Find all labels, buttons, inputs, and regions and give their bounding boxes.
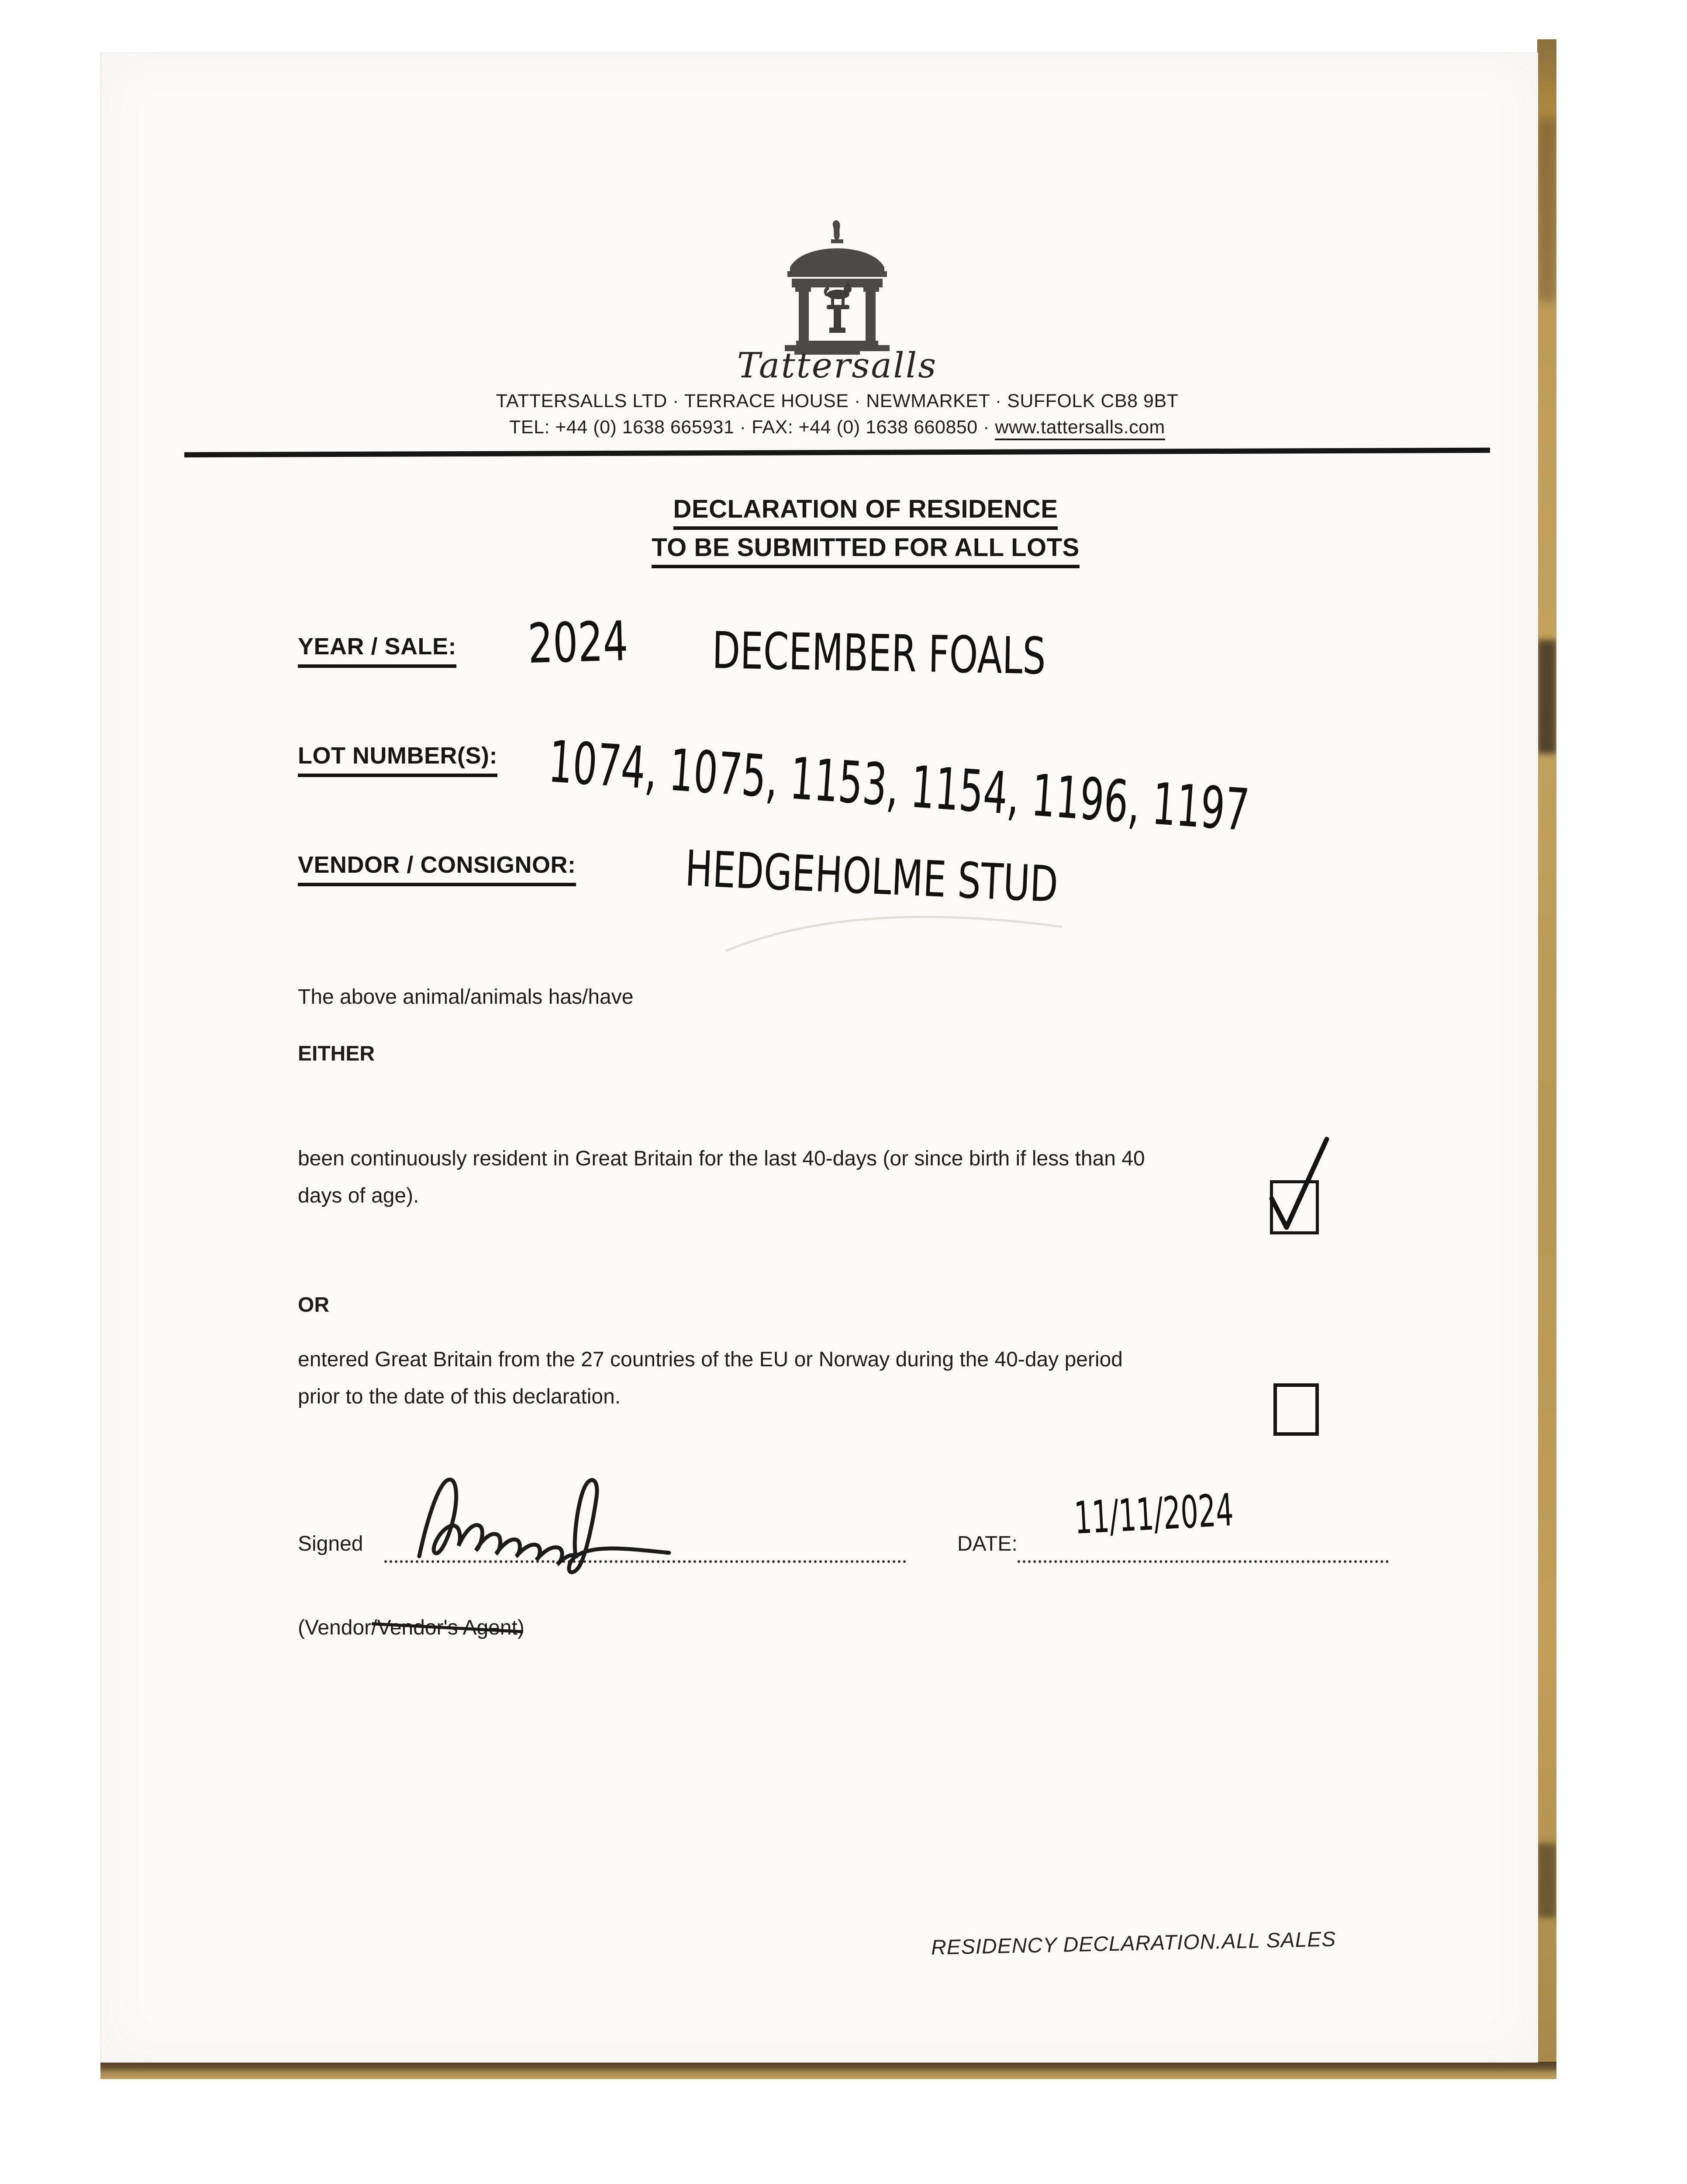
checkmark-icon	[1269, 1137, 1329, 1230]
option1-line1: been continuously resident in Great Brit…	[298, 1147, 1145, 1170]
paper-edge-strip-bottom	[100, 2062, 1556, 2079]
option2-line1: entered Great Britain from the 27 countr…	[298, 1348, 1123, 1371]
signer-note-prefix: (Vendor/	[298, 1616, 377, 1639]
lot-numbers-handwritten-value: 1074, 1075, 1153, 1154, 1196, 1197	[546, 728, 1252, 844]
option2-line2: prior to the date of this declaration.	[298, 1385, 621, 1409]
date-handwritten-value: 11/11/2024	[1073, 1484, 1235, 1545]
header-divider-rule	[184, 447, 1490, 458]
document-title-line1: DECLARATION OF RESIDENCE	[673, 494, 1058, 530]
brand-row: Tattersalls	[119, 345, 1556, 386]
edge-stain	[1537, 118, 1556, 301]
either-label: EITHER	[298, 1042, 375, 1065]
scan-area: Tattersalls TATTERSALLS LTD · TERRACE HO…	[100, 39, 1556, 2079]
residency-declaration-stamp: RESIDENCY DECLARATION.ALL SALES	[931, 1928, 1336, 1959]
document-title-row: DECLARATION OF RESIDENCE	[147, 494, 1584, 530]
paper-crease-mark	[725, 916, 1063, 952]
or-label: OR	[298, 1293, 329, 1317]
signed-label: Signed	[298, 1532, 363, 1555]
signature-dotted-line	[384, 1560, 906, 1563]
year-sale-label: YEAR / SALE:	[298, 633, 457, 668]
edge-stain	[1537, 1843, 1556, 1918]
paper-edge-strip-right	[1537, 39, 1556, 2062]
tel-fax-text: TEL: +44 (0) 1638 665931 · FAX: +44 (0) …	[509, 417, 995, 438]
website-link[interactable]: www.tattersalls.com	[995, 417, 1165, 440]
lot-numbers-label: LOT NUMBER(S):	[298, 742, 497, 777]
sale-handwritten-value: DECEMBER FOALS	[711, 621, 1046, 686]
vendor-consignor-label: VENDOR / CONSIGNOR:	[298, 851, 576, 886]
option1-checkbox[interactable]	[1270, 1180, 1319, 1234]
signer-note-suffix: )	[517, 1616, 524, 1639]
year-handwritten-value: 2024	[527, 610, 629, 676]
address-line-1: TATTERSALLS LTD · TERRACE HOUSE · NEWMAR…	[496, 390, 1179, 411]
document-title-line2: TO BE SUBMITTED FOR ALL LOTS	[652, 533, 1080, 568]
option2-text: entered Great Britain from the 27 countr…	[298, 1341, 1416, 1416]
date-label: DATE:	[957, 1532, 1018, 1555]
date-dotted-line	[1018, 1560, 1389, 1563]
intro-text: The above animal/animals has/have	[298, 985, 634, 1009]
document-subtitle-row: TO BE SUBMITTED FOR ALL LOTS	[147, 533, 1584, 568]
handwritten-signature	[417, 1477, 671, 1574]
edge-stain	[1537, 640, 1556, 753]
paper-sheet: Tattersalls TATTERSALLS LTD · TERRACE HO…	[100, 52, 1538, 2063]
tattersalls-gazebo-fox-logo-icon	[785, 220, 890, 355]
struck-vendors-agent: Vendor's Agent	[371, 1616, 523, 1640]
option2-checkbox[interactable]	[1273, 1383, 1319, 1436]
address-line-2: TEL: +44 (0) 1638 665931 · FAX: +44 (0) …	[119, 417, 1556, 440]
signer-note: (Vendor/Vendor's Agent)	[298, 1616, 524, 1640]
option1-line2: days of age).	[298, 1184, 419, 1208]
logo-row	[119, 219, 1556, 357]
brand-wordmark: Tattersalls	[737, 345, 938, 386]
option1-text: been continuously resident in Great Brit…	[298, 1140, 1416, 1215]
